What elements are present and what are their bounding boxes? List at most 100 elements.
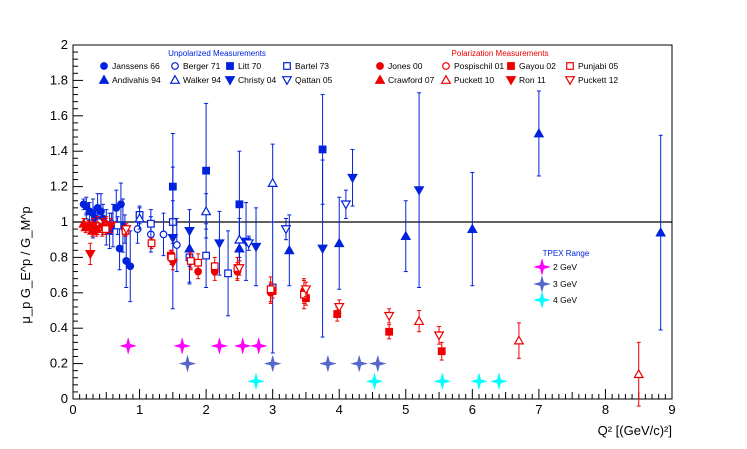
data-point (385, 327, 394, 336)
legend: Unpolarized Measurements Polarization Mea… (98, 49, 618, 309)
data-point (318, 145, 327, 154)
data-point (437, 347, 446, 356)
y-tick-label: 0.6 (50, 285, 68, 300)
legend-marker (283, 62, 291, 70)
data-point (159, 230, 168, 239)
tpex-star (210, 336, 229, 355)
data-point (90, 225, 102, 235)
data-point (243, 239, 255, 249)
data-point (235, 200, 244, 209)
data-point (333, 303, 345, 313)
data-point (347, 173, 358, 184)
data-point (186, 257, 195, 265)
series-puckett-12 (120, 223, 445, 345)
y-tick-label: 0.4 (50, 320, 68, 335)
legend-title-tpex: TPEX Range (543, 249, 590, 258)
y-tick-label: 1 (61, 214, 68, 229)
data-point (115, 244, 124, 253)
x-tick-label: 9 (668, 402, 675, 417)
data-point (172, 241, 181, 249)
legend-marker (566, 62, 574, 70)
x-tick-label: 8 (602, 402, 609, 417)
x-tick-label: 7 (535, 402, 542, 417)
tpex-markers (119, 336, 508, 391)
data-point (300, 285, 312, 295)
legend-marker (169, 74, 181, 84)
data-point (413, 186, 425, 196)
data-point (194, 258, 203, 267)
legend-label: Puckett 10 (454, 75, 494, 85)
y-tick-label: 0.2 (50, 356, 68, 371)
legend-label: Bartel 73 (295, 61, 329, 71)
y-tick-label: 1.6 (50, 108, 68, 123)
data-point (400, 230, 412, 241)
series-puckett-10 (413, 310, 645, 407)
series-qattan-05 (243, 189, 352, 251)
data-point (134, 212, 145, 223)
legend-marker (442, 62, 450, 70)
legend-label: Crawford 07 (388, 75, 435, 85)
tpex-star (263, 354, 282, 373)
data-point (283, 244, 295, 255)
legend-marker (226, 62, 234, 70)
data-point (214, 239, 225, 249)
legend-label: Litt 70 (238, 61, 261, 71)
legend-marker (281, 76, 293, 86)
x-tick-label: 3 (269, 402, 276, 417)
legend-label: 2 GeV (553, 262, 577, 272)
tpex-star (178, 354, 197, 373)
legend-marker (533, 291, 551, 309)
series-christy-04 (167, 92, 425, 338)
legend-label: Gayou 02 (519, 61, 556, 71)
y-tick-label: 1.2 (50, 179, 68, 194)
data-point (146, 219, 155, 228)
y-tick-label: 1.8 (50, 72, 68, 87)
tpex-star (247, 372, 265, 391)
legend-marker (374, 74, 386, 84)
x-tick-label: 0 (69, 402, 76, 417)
data-point (317, 244, 328, 255)
data-point (202, 166, 211, 175)
tpex-star (173, 336, 192, 355)
x-tick-label: 4 (336, 402, 343, 417)
data-point (467, 223, 478, 233)
data-point (224, 269, 232, 278)
data-point (383, 311, 395, 322)
legend-title-polarization: Polarization Measurements (452, 49, 549, 58)
data-point (250, 242, 262, 253)
legend-label: Janssens 66 (112, 61, 160, 71)
tpex-star (249, 336, 268, 355)
legend-marker (440, 74, 452, 84)
x-tick-label: 6 (469, 402, 476, 417)
data-point (280, 225, 292, 235)
tpex-star (233, 336, 252, 355)
axes: 0 1 2 3 4 5 6 7 8 9 0 0.2 0.4 0.6 0.8 1 1.2 1.4 1.6 1.8 2 Q² … (18, 37, 676, 438)
legend-marker (98, 74, 110, 84)
data-point (433, 331, 445, 341)
data-point (633, 368, 645, 379)
legend-marker (171, 62, 179, 70)
data-point (413, 315, 425, 326)
y-tick-label: 0.8 (50, 249, 68, 264)
legend-marker (564, 76, 576, 86)
data-point (147, 239, 156, 248)
data-point (300, 290, 308, 299)
data-point (122, 257, 131, 265)
tpex-star (365, 372, 384, 391)
data-point (234, 264, 245, 274)
legend-marker (505, 76, 517, 86)
data-point (533, 127, 545, 138)
data-point (266, 285, 275, 294)
legend-marker (100, 62, 108, 70)
legend-marker (533, 258, 551, 276)
data-point (267, 177, 278, 187)
x-tick-label: 2 (202, 402, 209, 417)
tpex-star (368, 354, 387, 373)
data-point (126, 262, 135, 271)
tpex-star (350, 354, 369, 373)
data-point (655, 227, 667, 237)
legend-label: Walker 94 (183, 75, 221, 85)
y-tick-label: 0 (61, 391, 68, 406)
data-point (184, 226, 195, 237)
legend-label: Ron 11 (519, 75, 546, 85)
